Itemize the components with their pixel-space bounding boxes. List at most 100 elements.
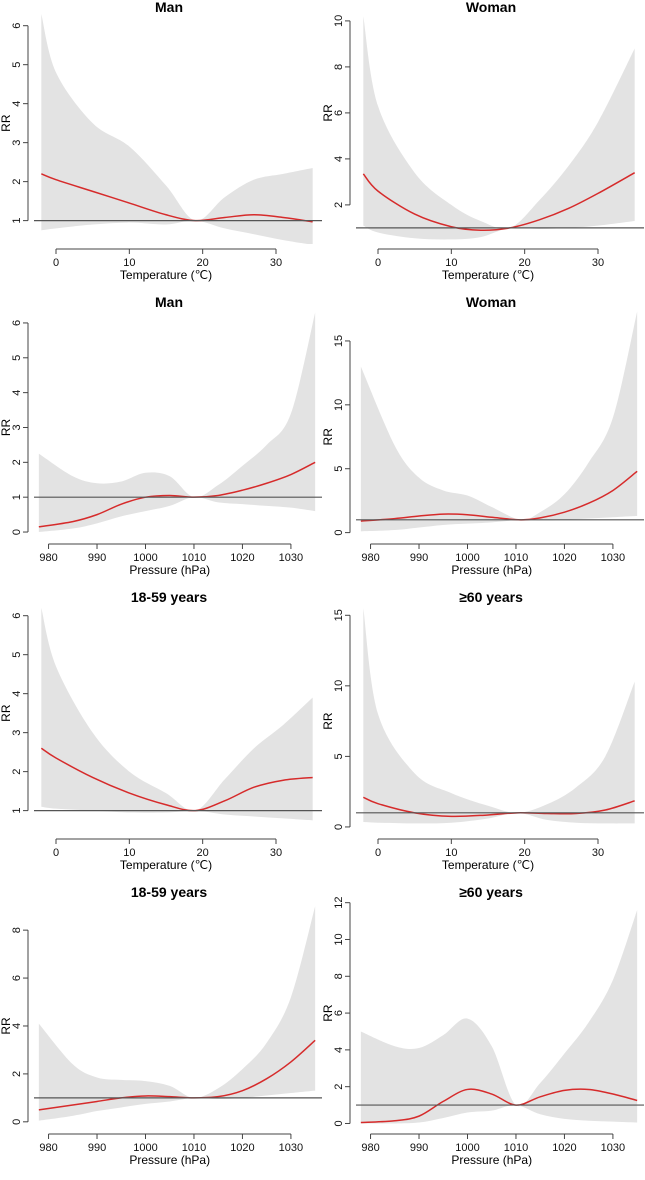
panel-woman-temperature: 0 10 20 30 2 4 6 8 10 Woman Temperature (℃) RR (321, 0, 644, 295)
y-tick-label: 6 (11, 613, 23, 619)
plot-area (363, 608, 635, 824)
plot-area (38, 906, 316, 1121)
confidence-band (360, 910, 638, 1124)
chart-svg: 0 10 20 30 0 5 10 15 ≥60 years Temperature (℃) RR (321, 589, 644, 872)
chart-svg: 980 990 1000 1010 1020 1030 0 1 2 3 4 5 6 Man Pressure… (0, 294, 322, 577)
x-tick-label: 20 (519, 257, 531, 269)
y-axis-label: RR (0, 1017, 13, 1035)
x-axis-label: Pressure (hPa) (129, 1153, 210, 1167)
x-tick-label: 10 (445, 847, 457, 859)
y-tick-label: 5 (333, 466, 345, 472)
y-tick-label: 6 (11, 23, 23, 29)
confidence-band (41, 14, 313, 244)
y-tick-label: 1 (11, 218, 23, 224)
y-tick-label: 4 (333, 1047, 345, 1053)
confidence-band (38, 312, 316, 533)
y-tick-label: 5 (11, 355, 23, 361)
y-axis-label: RR (0, 704, 13, 722)
y-tick-label: 8 (333, 973, 345, 979)
y-tick-label: 8 (333, 64, 345, 70)
confidence-band (360, 311, 638, 532)
x-tick-label: 10 (123, 257, 135, 269)
x-tick-label: 1010 (504, 1142, 528, 1154)
panel-woman-pressure: 980 990 1000 1010 1020 1030 0 5 10 15 Woman Pressur… (321, 294, 644, 590)
y-tick-label: 5 (333, 753, 345, 759)
x-tick-label: 1020 (230, 552, 254, 564)
panel-title: Woman (466, 0, 516, 15)
rr-curve (38, 461, 316, 528)
x-tick-label: 0 (375, 257, 381, 269)
y-tick-label: 6 (11, 320, 23, 326)
y-axis-label: RR (321, 1004, 335, 1022)
confidence-band (363, 608, 635, 824)
x-tick-label: 1030 (279, 552, 303, 564)
x-tick-label: 1000 (133, 552, 157, 564)
x-tick-label: 10 (123, 847, 135, 859)
x-axis-label: Pressure (hPa) (451, 563, 532, 577)
panel-title: 18-59 years (131, 884, 208, 900)
panel-title: Woman (466, 294, 516, 310)
y-tick-label: 3 (11, 140, 23, 146)
y-tick-label: 4 (11, 1023, 23, 1029)
y-tick-label: 2 (11, 1071, 23, 1077)
y-axis-label: RR (0, 418, 13, 436)
panel-title: ≥60 years (459, 589, 523, 605)
y-tick-label: 0 (333, 1120, 345, 1126)
y-tick-label: 0 (333, 824, 345, 830)
rr-curve (360, 470, 638, 522)
rr-curve (360, 1088, 638, 1124)
y-axis-label: RR (321, 104, 335, 122)
rr-curve (362, 172, 636, 231)
y-axis-label: RR (0, 114, 13, 132)
panel-man-temperature: 0 10 20 30 1 2 3 4 5 6 Man Temperature (℃) RR (0, 0, 322, 295)
y-tick-label: 4 (11, 691, 23, 697)
y-tick-label: 10 (333, 680, 345, 692)
x-tick-label: 10 (445, 257, 457, 269)
x-tick-label: 30 (270, 257, 282, 269)
x-axis-label: Pressure (hPa) (451, 1153, 532, 1167)
panel-title: 18-59 years (131, 589, 208, 605)
x-tick-label: 1000 (133, 1142, 157, 1154)
x-tick-label: 30 (270, 847, 282, 859)
panel-man-pressure: 980 990 1000 1010 1020 1030 0 1 2 3 4 5 6 Man Pressure… (0, 294, 322, 590)
x-axis-label: Pressure (hPa) (129, 563, 210, 577)
x-tick-label: 20 (197, 847, 209, 859)
x-axis-label: Temperature (℃) (442, 268, 534, 282)
x-tick-label: 0 (53, 257, 59, 269)
x-tick-label: 1030 (601, 552, 625, 564)
plot-area (360, 910, 638, 1124)
y-tick-label: 15 (333, 609, 345, 621)
panel-title: ≥60 years (459, 884, 523, 900)
plot-area (360, 311, 638, 532)
x-tick-label: 1030 (601, 1142, 625, 1154)
panel-60plus-pressure: 980 990 1000 1010 1020 1030 0 2 4 6 8 10 12 ≥60 years… (321, 884, 644, 1180)
y-tick-label: 0 (11, 529, 23, 535)
chart-svg: 980 990 1000 1010 1020 1030 0 5 10 15 Woman Pressur… (321, 294, 644, 577)
y-tick-label: 2 (11, 769, 23, 775)
x-tick-label: 1020 (552, 552, 576, 564)
y-tick-label: 2 (333, 1084, 345, 1090)
y-tick-label: 0 (11, 1119, 23, 1125)
x-tick-label: 990 (88, 1142, 106, 1154)
y-tick-label: 6 (11, 975, 23, 981)
rr-curve (41, 173, 313, 223)
rr-curve (40, 747, 313, 812)
y-tick-label: 6 (333, 110, 345, 116)
panel-60plus-temperature: 0 10 20 30 0 5 10 15 ≥60 years Temperature (℃) RR (321, 589, 644, 885)
x-tick-label: 1010 (182, 1142, 206, 1154)
x-tick-label: 1030 (279, 1142, 303, 1154)
y-tick-label: 6 (333, 1010, 345, 1016)
y-tick-label: 10 (333, 15, 345, 27)
plot-area (362, 16, 636, 240)
x-tick-label: 980 (39, 552, 57, 564)
y-tick-label: 5 (11, 62, 23, 68)
x-axis-label: Temperature (℃) (120, 858, 212, 872)
panel-title: Man (155, 0, 183, 15)
x-tick-label: 1010 (182, 552, 206, 564)
y-tick-label: 10 (333, 933, 345, 945)
x-tick-label: 30 (592, 257, 604, 269)
plot-area (38, 312, 316, 533)
x-tick-label: 30 (592, 847, 604, 859)
x-tick-label: 980 (361, 552, 379, 564)
y-tick-label: 5 (11, 652, 23, 658)
